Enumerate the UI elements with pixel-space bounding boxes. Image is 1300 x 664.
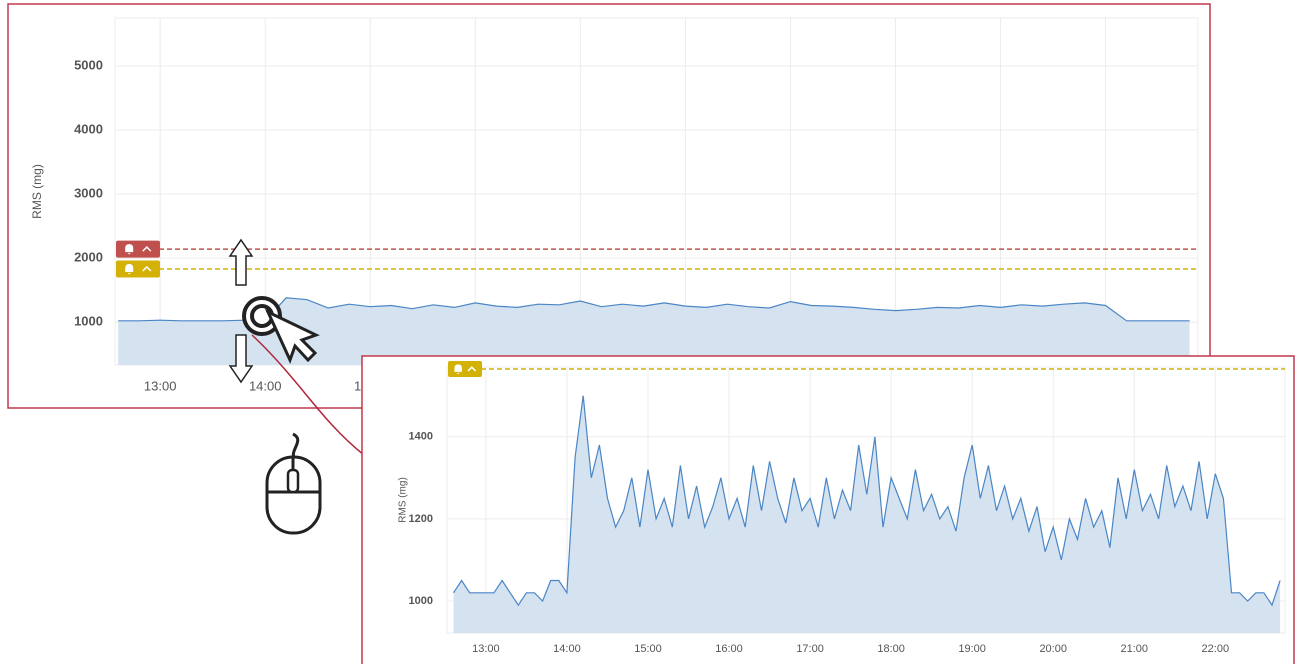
cursor: [264, 308, 320, 364]
down-arrow: [228, 334, 254, 384]
bell-icon: [125, 263, 134, 275]
main-chart: 1000200030004000500013:0014:0015:0016:00…: [7, 3, 1211, 409]
mouse-wheel: [286, 468, 300, 494]
area-fill: [118, 297, 1190, 365]
zoom-chart: 1000 1200 1400 13:00 14:00 15:00 16:00 17:00 18:…: [361, 355, 1295, 664]
x-tick-label: 14:00: [553, 643, 581, 655]
chevron-icon: [467, 366, 477, 372]
annotations: [228, 238, 322, 535]
x-tick-label: 13:00: [144, 378, 177, 393]
y-tick-label: 1000: [409, 595, 433, 607]
mouse-cable: [291, 432, 300, 459]
bell-icon: [454, 364, 462, 375]
threshold-badge: [448, 361, 482, 378]
bell-icon: [125, 244, 134, 255]
x-tick-label: 17:00: [796, 643, 824, 655]
series-line: [118, 297, 1190, 322]
y-tick-label: 3000: [74, 185, 103, 200]
y-tick-label: 4000: [74, 121, 103, 136]
x-tick-label: 14:00: [249, 378, 282, 393]
y-axis-title: RMS (mg): [30, 164, 44, 219]
x-tick-label: 15:00: [634, 643, 662, 655]
x-tick-label: 21:00: [1120, 643, 1148, 655]
threshold-badge: [116, 240, 160, 258]
threshold-badge: [116, 260, 160, 278]
chevron-icon: [142, 246, 152, 252]
y-tick-label: 1000: [74, 314, 103, 329]
click-ring: [242, 296, 282, 336]
y-tick-label: 2000: [74, 250, 103, 265]
x-tick-label: 18:00: [877, 643, 905, 655]
y-tick-label: 1400: [409, 431, 433, 443]
x-tick-label: 16:00: [715, 643, 743, 655]
y-axis-title: RMS (mg): [398, 477, 409, 523]
chevron-icon: [142, 265, 152, 272]
x-tick-label: 20:00: [1039, 643, 1067, 655]
y-tick-label: 1200: [409, 513, 433, 525]
y-tick-label: 5000: [74, 57, 103, 72]
x-tick-label: 22:00: [1202, 643, 1230, 655]
x-tick-label: 19:00: [958, 643, 986, 655]
up-arrow: [228, 238, 254, 286]
area-fill: [453, 395, 1281, 633]
series-line: [452, 395, 1281, 607]
zoom-connector: [251, 334, 365, 456]
x-tick-label: 13:00: [472, 643, 500, 655]
